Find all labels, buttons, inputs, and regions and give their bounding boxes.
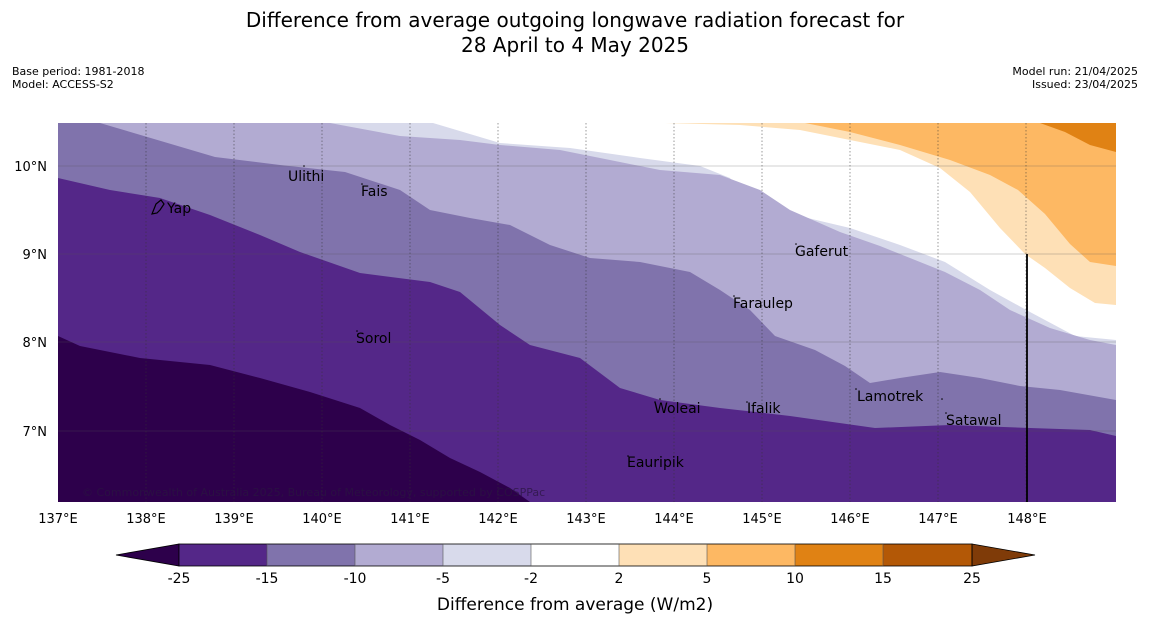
- lat-label-10n: 10°N: [14, 160, 47, 175]
- cb-tick-9: 15: [874, 571, 892, 587]
- colorbar-ticks: -25 -15 -10 -5 -2 2 5 10 15 25: [168, 571, 981, 587]
- model-run-text: Model run: 21/04/2025: [1012, 65, 1138, 78]
- lon-label-142e: 142°E: [478, 512, 518, 527]
- latitude-lines: [58, 165, 1116, 432]
- colorbar-segment-1: [179, 544, 267, 566]
- meta-right: Model run: 21/04/2025 Issued: 23/04/2025: [1012, 65, 1138, 91]
- cb-tick-3: -10: [344, 571, 367, 587]
- lon-label-139e: 139°E: [214, 512, 254, 527]
- title-line-1: Difference from average outgoing longwav…: [245, 8, 905, 32]
- colorbar-segment-3: [355, 544, 443, 566]
- place-label-yap: Yap: [166, 201, 191, 217]
- map-title: Difference from average outgoing longwav…: [0, 8, 1150, 58]
- colorbar-segment-8: [795, 544, 883, 566]
- lon-label-140e: 140°E: [302, 512, 342, 527]
- place-label-eauripik: Eauripik: [627, 455, 685, 471]
- colorbar-title: Difference from average (W/m2): [437, 595, 713, 615]
- lat-label-7n: 7°N: [23, 425, 48, 440]
- lon-label-147e: 147°E: [918, 512, 958, 527]
- colorbar-segment-4: [443, 544, 531, 566]
- base-period-text: Base period: 1981-2018: [12, 65, 145, 78]
- lon-label-146e: 146°E: [830, 512, 870, 527]
- place-label-sorol: Sorol: [356, 331, 391, 347]
- band-10-to-15: [1040, 123, 1116, 152]
- title-line-2: 28 April to 4 May 2025: [461, 33, 689, 57]
- lon-label-143e: 143°E: [566, 512, 606, 527]
- lat-label-9n: 9°N: [23, 248, 48, 263]
- lon-label-148e: 148°E: [1007, 512, 1047, 527]
- model-text: Model: ACCESS-S2: [12, 78, 114, 91]
- colorbar-extend-low: [115, 543, 180, 567]
- meta-left: Base period: 1981-2018 Model: ACCESS-S2: [12, 65, 144, 91]
- latitude-axis: 10°N 9°N 8°N 7°N: [14, 160, 47, 440]
- place-label-satawal: Satawal: [946, 413, 1001, 429]
- cb-tick-5: -2: [524, 571, 538, 587]
- cb-tick-2: -15: [256, 571, 279, 587]
- place-labels: Ulithi Yap Fais Gaferut Faraulep Sorol L…: [166, 169, 1001, 471]
- cb-tick-1: -25: [168, 571, 191, 587]
- colorbar-extend-high: [971, 543, 1036, 567]
- place-label-lamotrek: Lamotrek: [857, 389, 924, 405]
- island-markers: [151, 165, 947, 457]
- lon-label-137e: 137°E: [38, 512, 78, 527]
- issued-text: Issued: 23/04/2025: [1031, 78, 1138, 91]
- colorbar-segment-5: [531, 544, 619, 566]
- place-label-ulithi: Ulithi: [288, 169, 324, 185]
- band-below-minus25: [58, 336, 530, 502]
- colorbar-segment-6: [619, 544, 707, 566]
- colorbar: -25 -15 -10 -5 -2 2 5 10 15 25 Differenc…: [115, 543, 1036, 615]
- cb-tick-8: 10: [786, 571, 804, 587]
- graticule: [145, 123, 1027, 502]
- place-label-woleai: Woleai: [654, 401, 701, 417]
- cb-tick-6: 2: [615, 571, 624, 587]
- cb-tick-4: -5: [436, 571, 450, 587]
- lon-label-138e: 138°E: [126, 512, 166, 527]
- band-5-to-10: [805, 123, 1116, 266]
- place-label-ifalik: Ifalik: [747, 401, 781, 417]
- lat-label-8n: 8°N: [23, 336, 48, 351]
- place-label-gaferut: Gaferut: [795, 244, 849, 260]
- colorbar-outline: [178, 543, 973, 567]
- colorbar-segment-2: [267, 544, 355, 566]
- lon-label-145e: 145°E: [742, 512, 782, 527]
- contour-map: Ulithi Yap Fais Gaferut Faraulep Sorol L…: [58, 123, 1116, 502]
- cb-tick-7: 5: [703, 571, 712, 587]
- colorbar-segment-7: [707, 544, 795, 566]
- longitude-axis: 137°E 138°E 139°E 140°E 141°E 142°E 143°…: [38, 512, 1047, 527]
- cb-tick-10: 25: [963, 571, 981, 587]
- lon-label-144e: 144°E: [654, 512, 694, 527]
- place-label-faraulep: Faraulep: [733, 296, 793, 312]
- colorbar-dividers: [266, 544, 884, 566]
- colorbar-segment-9: [883, 544, 972, 566]
- copyright-text: © Commonwealth of Australia 2025, Bureau…: [82, 486, 545, 499]
- lon-label-141e: 141°E: [390, 512, 430, 527]
- yap-island-shape: [151, 199, 165, 215]
- place-label-fais: Fais: [361, 184, 388, 200]
